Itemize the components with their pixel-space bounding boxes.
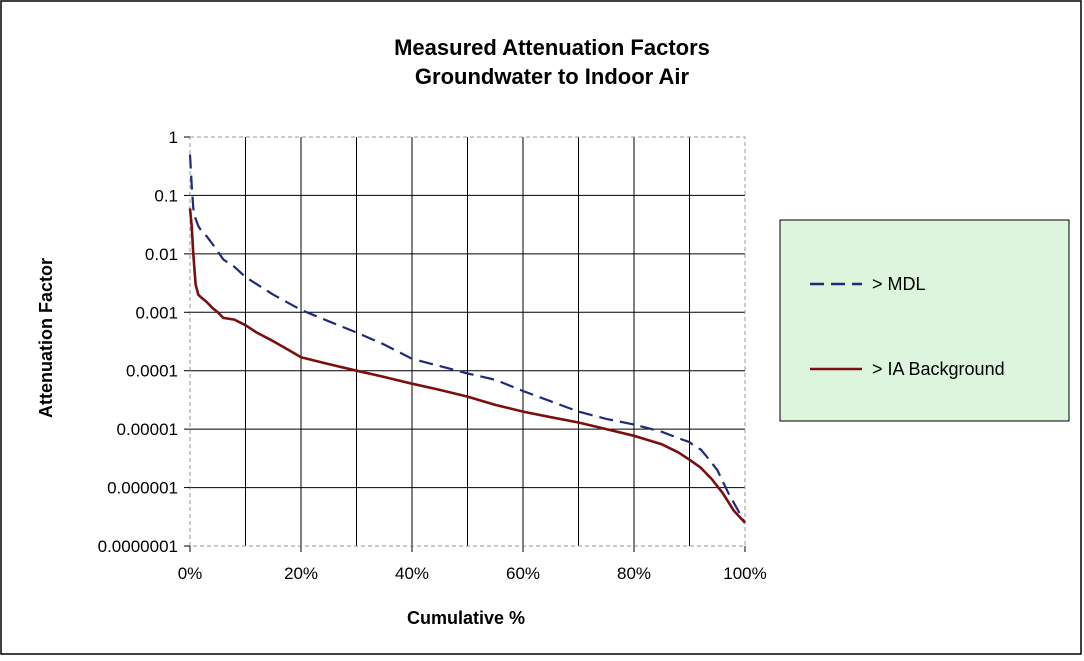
- y-tick-label: 0.000001: [107, 479, 178, 498]
- series-line-ia-background: [188, 208, 746, 524]
- x-tick-label: 20%: [284, 564, 318, 583]
- legend-label-mdl: > MDL: [872, 274, 926, 294]
- legend: > MDL > IA Background: [779, 219, 1070, 422]
- y-tick-label: 0.01: [145, 245, 178, 264]
- y-tick-label: 0.1: [154, 186, 178, 205]
- legend-label-ia-background: > IA Background: [872, 359, 1005, 379]
- series-line-mdl: [188, 154, 746, 524]
- x-tick-label: 60%: [506, 564, 540, 583]
- series-layer: [188, 154, 746, 524]
- gridlines: [190, 137, 745, 546]
- x-tick-label: 80%: [617, 564, 651, 583]
- x-axis-ticks: 0% 20% 40% 60% 80% 100%: [178, 546, 767, 583]
- legend-box: [779, 219, 1070, 422]
- x-tick-label: 100%: [723, 564, 766, 583]
- x-tick-label: 0%: [178, 564, 203, 583]
- chart-title-line-1: Measured Attenuation Factors: [394, 35, 710, 60]
- chart-title-line-2: Groundwater to Indoor Air: [415, 64, 690, 89]
- plot-frame: [189, 136, 746, 547]
- plot-area: [188, 136, 746, 547]
- y-axis-title: Attenuation Factor: [36, 258, 56, 418]
- x-tick-label: 40%: [395, 564, 429, 583]
- y-tick-label: 0.001: [135, 303, 178, 322]
- y-tick-label: 0.00001: [117, 420, 178, 439]
- y-tick-label: 1: [169, 128, 178, 147]
- y-axis-ticks: 1 0.1 0.01 0.001 0.0001 0.00001 0.000001 0.0000…: [98, 128, 190, 556]
- y-tick-label: 0.0001: [126, 362, 178, 381]
- y-tick-label: 0.0000001: [98, 537, 178, 556]
- x-axis-title: Cumulative %: [407, 608, 525, 628]
